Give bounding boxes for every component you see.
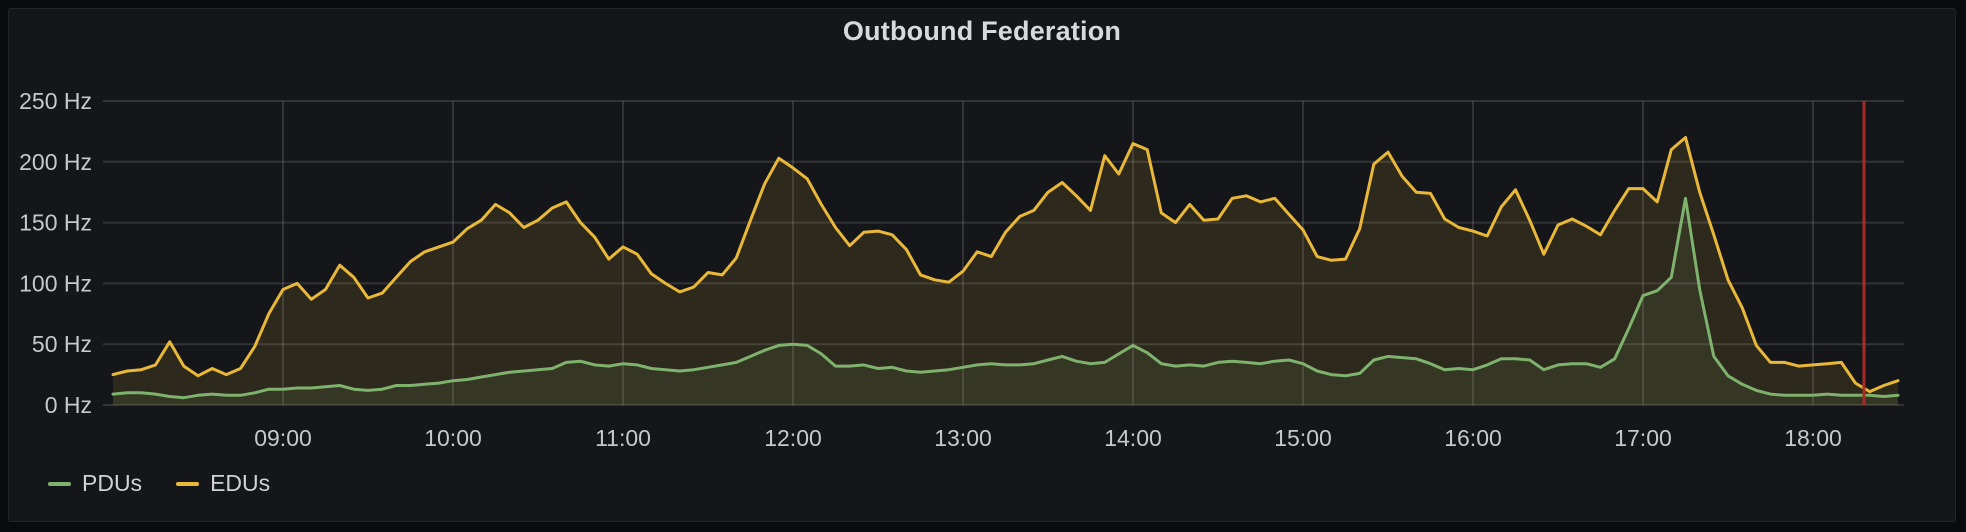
x-axis-tick-label: 15:00 — [1274, 425, 1332, 451]
y-axis-tick-label: 100 Hz — [19, 270, 92, 296]
legend-item-pdus[interactable]: PDUs — [48, 470, 142, 497]
legend-item-edus[interactable]: EDUs — [176, 470, 270, 497]
x-axis-tick-label: 14:00 — [1104, 425, 1162, 451]
y-axis-tick-label: 200 Hz — [19, 149, 92, 175]
x-axis-tick-label: 10:00 — [424, 425, 482, 451]
x-axis-tick-label: 09:00 — [254, 425, 312, 451]
edus-line — [111, 136, 1900, 394]
x-axis-tick-label: 12:00 — [764, 425, 822, 451]
pdus-line — [111, 196, 1900, 400]
x-axis-tick-label: 11:00 — [595, 425, 651, 451]
legend-series-label: PDUs — [82, 470, 143, 496]
pdus-area — [113, 198, 1898, 405]
x-axis-tick-label: 17:00 — [1614, 425, 1672, 451]
legend-series-dash-icon — [176, 481, 200, 486]
legend-series-label: EDUs — [210, 470, 271, 496]
edus-area — [113, 137, 1898, 405]
legend-series-dash-icon — [48, 481, 71, 486]
panel-title[interactable]: Outbound Federation — [842, 16, 1122, 46]
x-axis-tick-label: 13:00 — [934, 425, 992, 451]
y-axis-tick-label: 0 Hz — [45, 392, 92, 418]
y-axis-tick-label: 50 Hz — [32, 331, 92, 357]
x-axis-tick-label: 16:00 — [1444, 425, 1502, 451]
panel-outbound-federation — [8, 8, 1956, 522]
legend: PDUs EDUs — [48, 470, 270, 497]
y-axis-tick-label: 150 Hz — [19, 210, 92, 236]
y-axis-tick-label: 250 Hz — [19, 88, 92, 114]
x-axis-tick-label: 18:00 — [1784, 425, 1842, 451]
